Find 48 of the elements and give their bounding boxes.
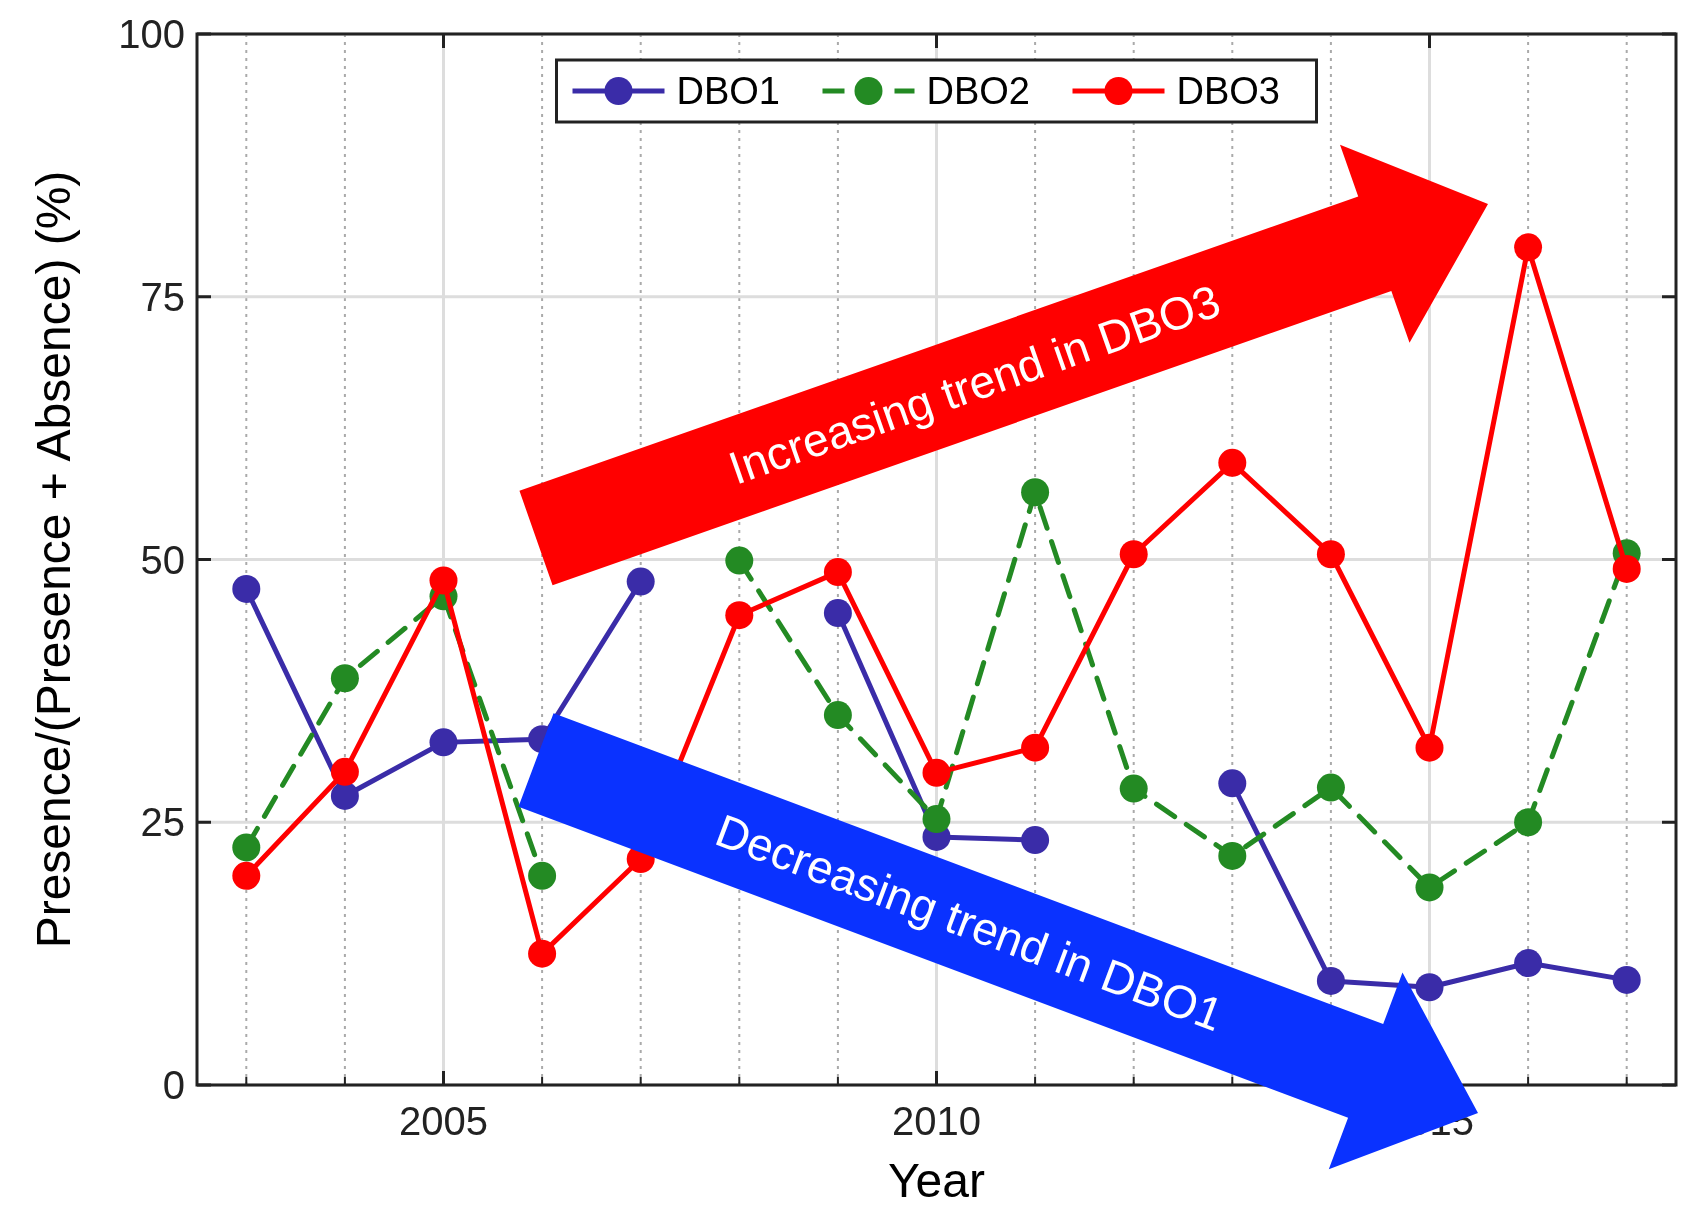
y-tick-label: 0 (162, 1063, 185, 1107)
point (1514, 233, 1543, 262)
y-tick-label: 75 (140, 274, 185, 319)
point (823, 558, 852, 587)
point (1612, 965, 1641, 994)
point (1514, 808, 1543, 837)
point (1119, 774, 1148, 803)
point (1316, 540, 1345, 569)
point (1218, 841, 1247, 870)
point (330, 781, 359, 810)
point (1218, 769, 1247, 798)
point (232, 574, 261, 603)
point (1415, 873, 1444, 902)
point (922, 758, 951, 787)
legend-label: DBO1 (676, 70, 780, 113)
point (725, 546, 754, 575)
point (232, 833, 261, 862)
point (528, 939, 557, 968)
point (1316, 773, 1345, 802)
point (626, 567, 655, 596)
point (1021, 826, 1050, 855)
point (1612, 554, 1641, 583)
y-tick-label: 50 (140, 537, 185, 582)
legend-label: DBO3 (1176, 70, 1280, 113)
point (330, 757, 359, 786)
point (1514, 949, 1543, 978)
point (429, 728, 458, 757)
point (429, 566, 458, 595)
point (1316, 966, 1345, 995)
point (1119, 540, 1148, 569)
point (823, 599, 852, 628)
point (528, 861, 557, 890)
y-axis-title: Presence/(Presence + Absence) (%) (27, 170, 80, 949)
legend-label: DBO2 (926, 70, 1030, 113)
point (1415, 733, 1444, 762)
point (1218, 448, 1247, 477)
y-tick-label: 100 (118, 12, 185, 56)
point (1415, 973, 1444, 1002)
y-tick-label: 25 (140, 800, 185, 845)
point (1021, 733, 1050, 762)
x-tick-label: 2010 (892, 1099, 981, 1143)
point (232, 861, 261, 890)
point (725, 601, 754, 630)
x-axis-title: Year (888, 1154, 986, 1207)
point (330, 664, 359, 693)
point (823, 701, 852, 730)
x-tick-label: 2005 (399, 1099, 488, 1143)
point (1021, 478, 1050, 507)
